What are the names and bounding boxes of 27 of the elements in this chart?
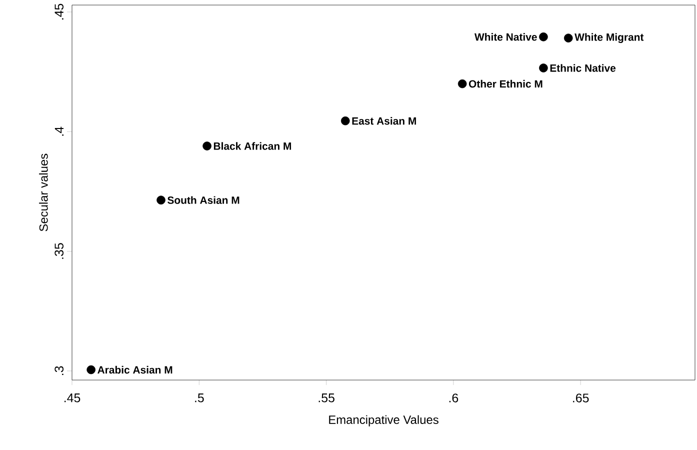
point [539, 64, 548, 72]
data-label: Black African M [214, 142, 291, 150]
x-tick-label: .5 [195, 394, 204, 402]
y-tick-label: .35 [54, 243, 64, 259]
x-tick-label: .45 [64, 394, 80, 402]
y-tick-label: .4 [54, 126, 64, 136]
point [340, 116, 350, 126]
x-tick-label: .55 [318, 394, 334, 402]
data-label: White Migrant [574, 33, 644, 43]
point [539, 32, 548, 42]
point [86, 365, 96, 374]
x-tick-label: .6 [449, 394, 458, 402]
y-axis-title: Secular values [39, 154, 48, 232]
point [458, 79, 467, 88]
point [202, 142, 212, 150]
data-label: White Native [474, 33, 537, 41]
point [156, 196, 166, 204]
data-label: East Asian M [352, 117, 416, 125]
data-label: South Asian M [168, 196, 240, 204]
y-tick-label: .3 [54, 366, 64, 375]
x-axis-title: Emancipative Values [329, 415, 438, 426]
point [564, 34, 573, 42]
data-label: Other Ethnic M [468, 80, 542, 88]
data-label: Arabic Asian M [98, 366, 172, 374]
y-tick-label: .45 [54, 4, 64, 20]
x-tick-label: .65 [573, 394, 589, 402]
data-label: Ethnic Native [550, 64, 616, 72]
